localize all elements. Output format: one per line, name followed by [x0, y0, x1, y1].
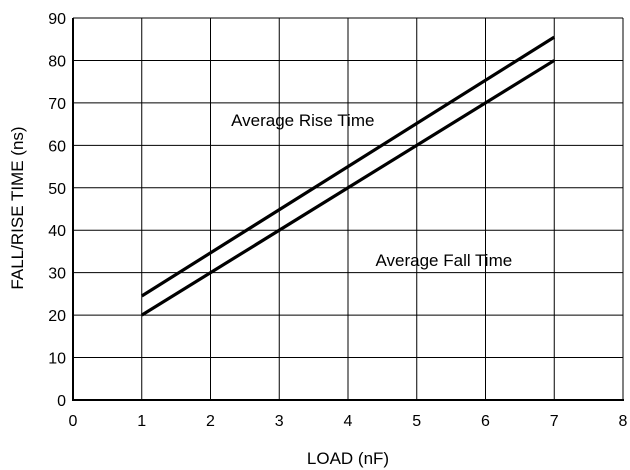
y-tick-label: 20	[48, 308, 66, 325]
series-annotation: Average Fall Time	[376, 251, 513, 270]
x-tick-label: 2	[206, 413, 215, 430]
x-tick-label: 8	[619, 413, 628, 430]
y-tick-label: 30	[48, 266, 66, 283]
x-tick-label: 6	[481, 413, 490, 430]
x-tick-label: 1	[137, 413, 146, 430]
y-tick-label: 70	[48, 96, 66, 113]
series-lines	[140, 35, 556, 317]
y-tick-label: 40	[48, 223, 66, 240]
y-tick-label: 0	[57, 393, 66, 410]
x-tick-label: 3	[275, 413, 284, 430]
y-tick-label: 80	[48, 53, 66, 70]
axes	[72, 18, 624, 401]
annotations: Average Rise Time Average Fall Time	[231, 111, 512, 270]
y-tick-label: 90	[48, 11, 66, 28]
series-line-rise-time	[140, 35, 556, 298]
y-tick-label: 10	[48, 351, 66, 368]
y-tick-label: 50	[48, 181, 66, 198]
x-tick-label: 5	[412, 413, 421, 430]
x-tick-label: 0	[69, 413, 78, 430]
y-axis-title: FALL/RISE TIME (ns)	[8, 126, 27, 289]
grid	[73, 17, 623, 400]
y-tick-label: 60	[48, 138, 66, 155]
x-axis-title: LOAD (nF)	[307, 449, 389, 468]
x-tick-label: 4	[344, 413, 353, 430]
series-line-fall-time	[140, 59, 556, 317]
series-annotation: Average Rise Time	[231, 111, 374, 130]
x-tick-label: 7	[550, 413, 559, 430]
